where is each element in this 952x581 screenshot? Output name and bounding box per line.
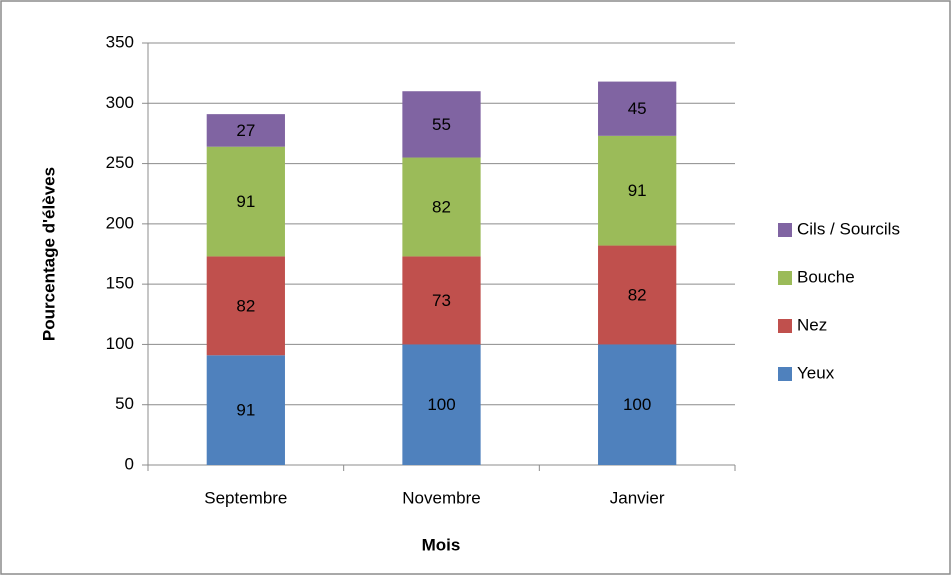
data-label: 55 (432, 115, 451, 134)
data-label: 45 (628, 99, 647, 118)
bar-segment (402, 344, 481, 465)
bar-segment (206, 114, 285, 147)
data-label: 91 (236, 192, 255, 211)
legend-label: Bouche (797, 267, 855, 286)
bar-segment (598, 81, 677, 136)
legend-swatch (778, 223, 792, 237)
data-label: 82 (432, 197, 451, 216)
data-label: 91 (236, 401, 255, 420)
y-tick-label: 0 (125, 454, 134, 473)
bar-segment (206, 146, 285, 257)
x-tick-label: Novembre (402, 488, 480, 507)
y-tick-label: 100 (106, 334, 134, 353)
data-label: 91 (628, 181, 647, 200)
data-label: 73 (432, 291, 451, 310)
legend-swatch (778, 271, 792, 285)
legend-swatch (778, 319, 792, 333)
legend-label: Nez (797, 315, 827, 334)
bar-segment (598, 245, 677, 345)
legend-label: Yeux (797, 363, 835, 382)
bar-segment (598, 344, 677, 465)
data-label: 82 (628, 285, 647, 304)
y-tick-label: 200 (106, 213, 134, 232)
y-tick-label: 350 (106, 32, 134, 51)
y-tick-label: 250 (106, 153, 134, 172)
bar-segment (402, 91, 481, 158)
data-label: 27 (236, 121, 255, 140)
bar-segment (598, 135, 677, 246)
data-label: 100 (623, 395, 651, 414)
x-axis-title: Mois (422, 535, 461, 554)
data-label: 82 (236, 296, 255, 315)
legend-swatch (778, 367, 792, 381)
data-label: 100 (427, 395, 455, 414)
x-tick-label: Septembre (204, 488, 287, 507)
x-tick-label: Janvier (610, 488, 665, 507)
y-tick-label: 150 (106, 274, 134, 293)
y-tick-label: 50 (115, 394, 134, 413)
bar-segment (402, 256, 481, 345)
bar-segment (206, 256, 285, 356)
bar-segment (206, 355, 285, 465)
legend-label: Cils / Sourcils (797, 219, 900, 238)
y-tick-label: 300 (106, 93, 134, 112)
y-axis-title: Pourcentage d'élèves (39, 167, 58, 341)
bar-segment (402, 157, 481, 257)
